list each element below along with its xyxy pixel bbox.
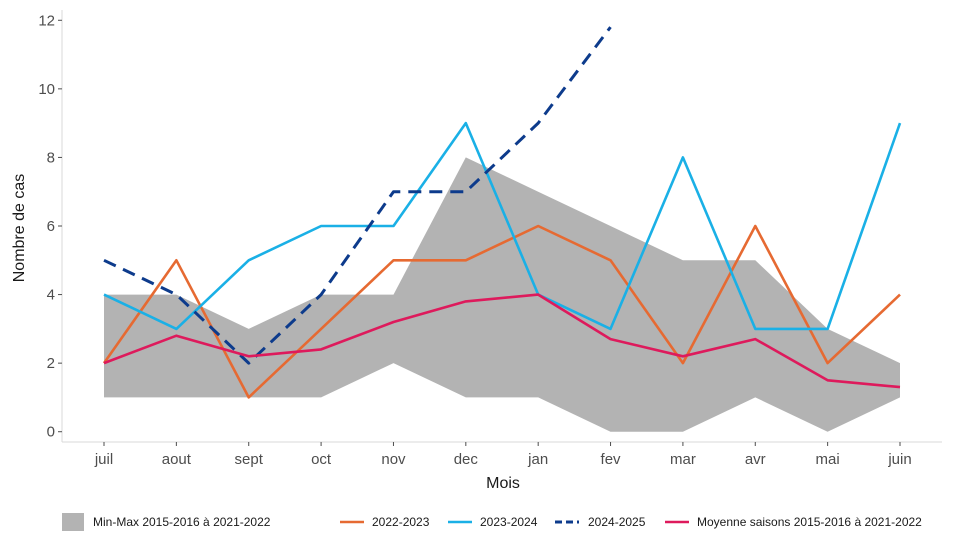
y-axis-title: Nombre de cas (11, 174, 28, 283)
x-tick-label: fev (601, 451, 622, 468)
series-line-0 (102, 224, 901, 399)
x-tick-label: juil (94, 451, 113, 468)
y-tick-label: 8 (47, 149, 55, 166)
plot-area (102, 26, 902, 432)
x-tick-label: jan (527, 451, 548, 468)
legend: Min-Max 2015-2016 à 2021-2022 2022-2023 20… (62, 513, 922, 531)
legend-label-band: Min-Max 2015-2016 à 2021-2022 (93, 515, 271, 529)
x-tick-label: oct (311, 451, 332, 468)
legend-label-0: 2022-2023 (372, 515, 430, 529)
x-tick-label: dec (454, 451, 479, 468)
x-axis-title: Mois (486, 475, 520, 492)
min-max-band (104, 157, 900, 432)
legend-label-1: 2023-2024 (480, 515, 538, 529)
y-tick-label: 6 (47, 218, 55, 235)
legend-label-3: Moyenne saisons 2015-2016 à 2021-2022 (697, 515, 922, 529)
x-tick-label: juin (887, 451, 911, 468)
legend-label-2: 2024-2025 (588, 515, 646, 529)
y-tick-label: 2 (47, 355, 55, 372)
x-tick-label: mai (816, 451, 840, 468)
x-tick-label: mar (670, 451, 696, 468)
y-tick-label: 0 (47, 424, 55, 441)
y-tick-label: 12 (38, 12, 55, 29)
series-line-1 (103, 121, 902, 331)
axes: 0 2 4 6 8 10 12 juil aout sept oct nov dec jan fev mar a… (38, 10, 942, 468)
series-line-3 (103, 293, 901, 389)
series-line-2 (103, 26, 612, 365)
y-tick-label: 10 (38, 81, 55, 98)
x-tick-label: nov (381, 451, 406, 468)
x-tick-label: aout (162, 451, 192, 468)
legend-key-band (62, 513, 84, 531)
x-tick-label: sept (235, 451, 264, 468)
x-tick-label: avr (745, 451, 766, 468)
y-tick-label: 4 (47, 287, 55, 304)
